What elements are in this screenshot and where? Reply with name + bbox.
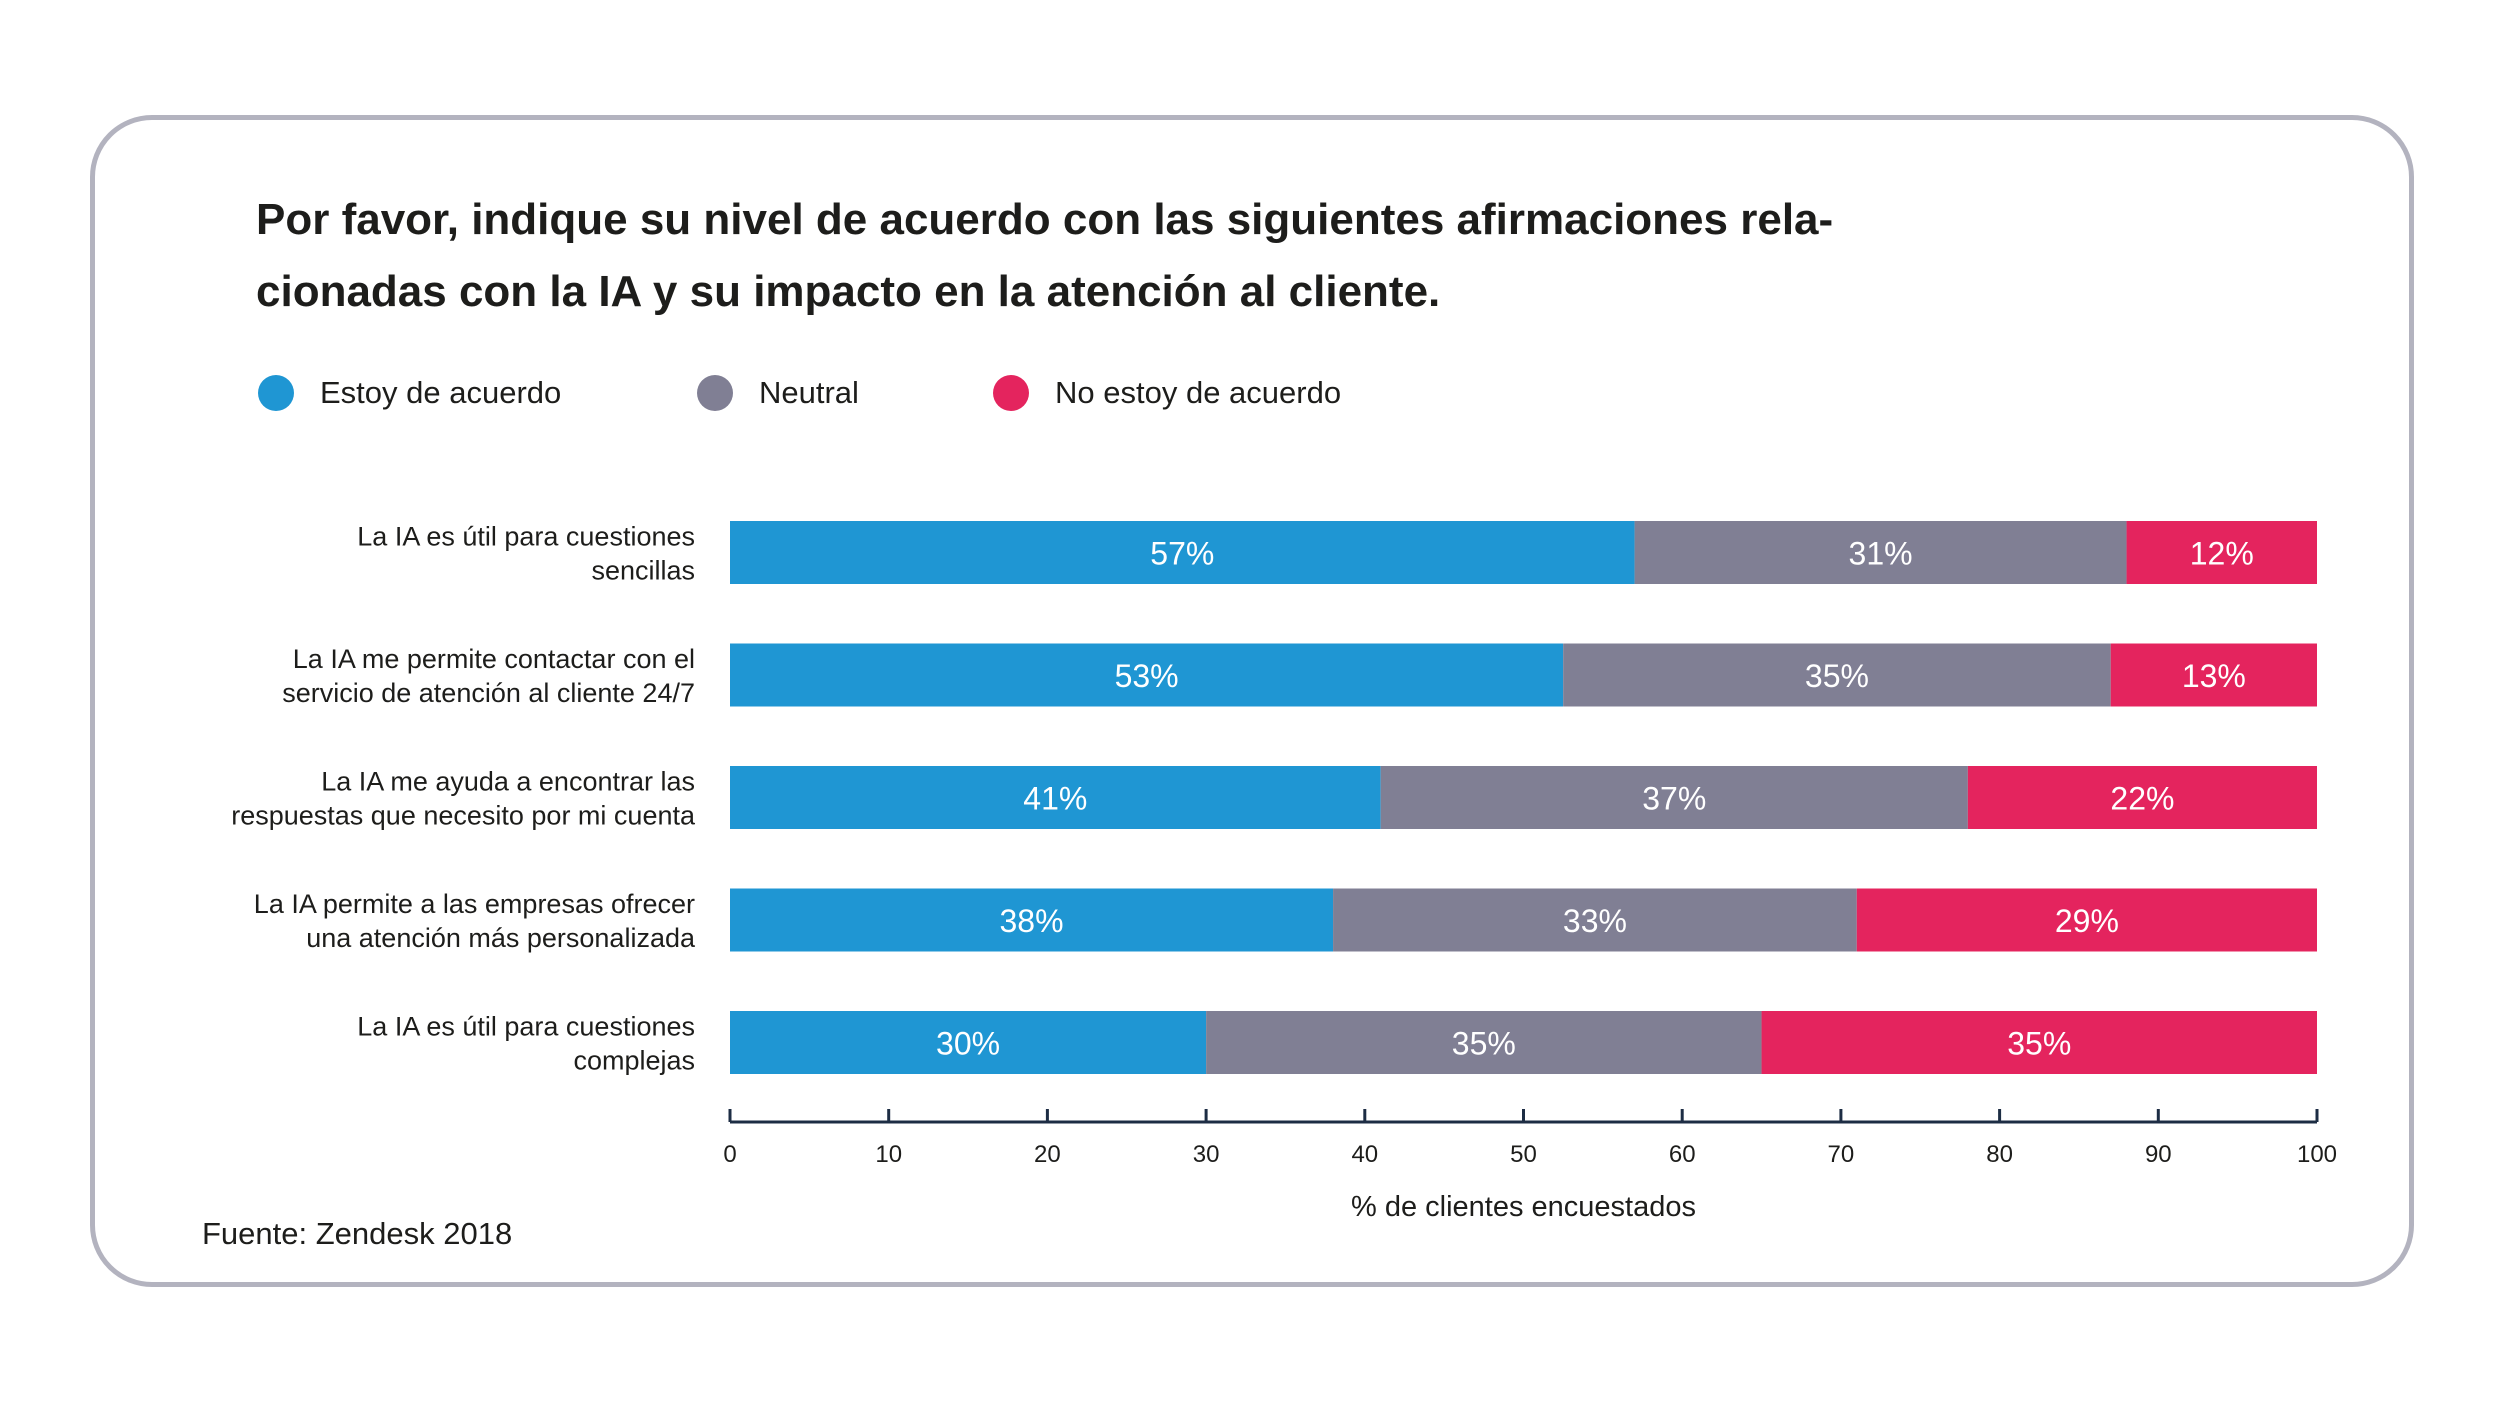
bar-segment-1-3 xyxy=(2126,521,2317,584)
bar-data-label-2-2: 35% xyxy=(1805,658,1869,694)
bar-data-label-3-3: 22% xyxy=(2110,781,2174,817)
legend-dot-neutral-icon xyxy=(697,375,733,411)
bar-segment-4-1 xyxy=(730,888,1334,952)
legend-label-disagree: No estoy de acuerdo xyxy=(1055,375,1342,410)
bar-segment-2-3 xyxy=(2110,643,2317,707)
category-label-5-line-1: La IA es útil para cuestiones xyxy=(357,1012,695,1042)
category-label-2-line-1: La IA me permite contactar con el xyxy=(293,644,695,674)
bar-data-label-5-3: 35% xyxy=(2007,1026,2071,1062)
bar-segment-1-2 xyxy=(1634,521,2127,584)
chart-title-line-2: cionadas con la IA y su impacto en la at… xyxy=(256,267,1441,316)
legend-dot-agree-icon xyxy=(258,375,294,411)
legend-item-agree: Estoy de acuerdo xyxy=(258,373,561,413)
x-tick-label-100: 100 xyxy=(2297,1141,2337,1168)
bar-segment-2-2 xyxy=(1563,643,2111,707)
legend-label-neutral: Neutral xyxy=(759,375,859,410)
category-label-4-line-2: una atención más personalizada xyxy=(306,923,696,953)
bar-data-label-3-1: 41% xyxy=(1023,781,1087,817)
x-tick-label-60: 60 xyxy=(1669,1141,1696,1168)
bar-data-label-1-3: 12% xyxy=(2190,536,2254,572)
source-note: Fuente: Zendesk 2018 xyxy=(202,1216,513,1251)
x-tick-label-40: 40 xyxy=(1351,1141,1378,1168)
bar-data-label-4-2: 33% xyxy=(1563,903,1627,939)
bar-segment-5-1 xyxy=(730,1011,1207,1074)
bar-segment-5-2 xyxy=(1206,1011,1762,1074)
bar-data-label-4-1: 38% xyxy=(1000,903,1064,939)
x-tick-label-0: 0 xyxy=(723,1141,736,1168)
bar-data-label-5-1: 30% xyxy=(936,1026,1000,1062)
category-label-1-line-1: La IA es útil para cuestiones xyxy=(357,522,695,552)
chart-title: Por favor, indique su nivel de acuerdo c… xyxy=(256,184,2056,328)
bar-data-label-3-2: 37% xyxy=(1642,781,1706,817)
x-tick-label-90: 90 xyxy=(2145,1141,2172,1168)
bar-segment-2-1 xyxy=(730,643,1564,707)
x-tick-label-50: 50 xyxy=(1510,1141,1537,1168)
x-tick-label-10: 10 xyxy=(875,1141,902,1168)
legend-dot-disagree-icon xyxy=(993,375,1029,411)
category-label-5-line-2: complejas xyxy=(573,1046,695,1076)
bar-data-label-1-1: 57% xyxy=(1150,536,1214,572)
bar-data-label-1-2: 31% xyxy=(1849,536,1913,572)
category-label-3-line-2: respuestas que necesito por mi cuenta xyxy=(231,801,696,831)
x-axis-title: % de clientes encuestados xyxy=(1351,1191,1696,1223)
x-tick-label-70: 70 xyxy=(1828,1141,1855,1168)
bar-segment-3-3 xyxy=(1967,766,2317,829)
bar-segment-3-1 xyxy=(730,766,1381,829)
legend-label-agree: Estoy de acuerdo xyxy=(320,375,562,410)
legend-item-neutral: Neutral xyxy=(697,373,859,413)
bar-data-label-4-3: 29% xyxy=(2055,903,2119,939)
bar-segment-4-2 xyxy=(1333,888,1857,952)
bar-segment-4-3 xyxy=(1856,888,2317,952)
bar-data-label-5-2: 35% xyxy=(1452,1026,1516,1062)
bar-data-label-2-1: 53% xyxy=(1115,658,1179,694)
bar-segment-1-1 xyxy=(730,521,1635,584)
chart-title-line-1: Por favor, indique su nivel de acuerdo c… xyxy=(256,195,1834,244)
x-tick-label-20: 20 xyxy=(1034,1141,1061,1168)
category-label-4-line-1: La IA permite a las empresas ofrecer xyxy=(254,889,695,919)
category-label-3-line-1: La IA me ayuda a encontrar las xyxy=(321,767,695,797)
bar-data-label-2-3: 13% xyxy=(2182,658,2246,694)
category-label-1-line-2: sencillas xyxy=(591,556,695,586)
bar-segment-5-3 xyxy=(1761,1011,2317,1074)
category-label-2-line-2: servicio de atención al cliente 24/7 xyxy=(282,678,695,708)
x-tick-label-80: 80 xyxy=(1986,1141,2013,1168)
x-tick-label-30: 30 xyxy=(1193,1141,1220,1168)
bar-segment-3-2 xyxy=(1380,766,1968,829)
legend-item-disagree: No estoy de acuerdo xyxy=(993,373,1341,413)
